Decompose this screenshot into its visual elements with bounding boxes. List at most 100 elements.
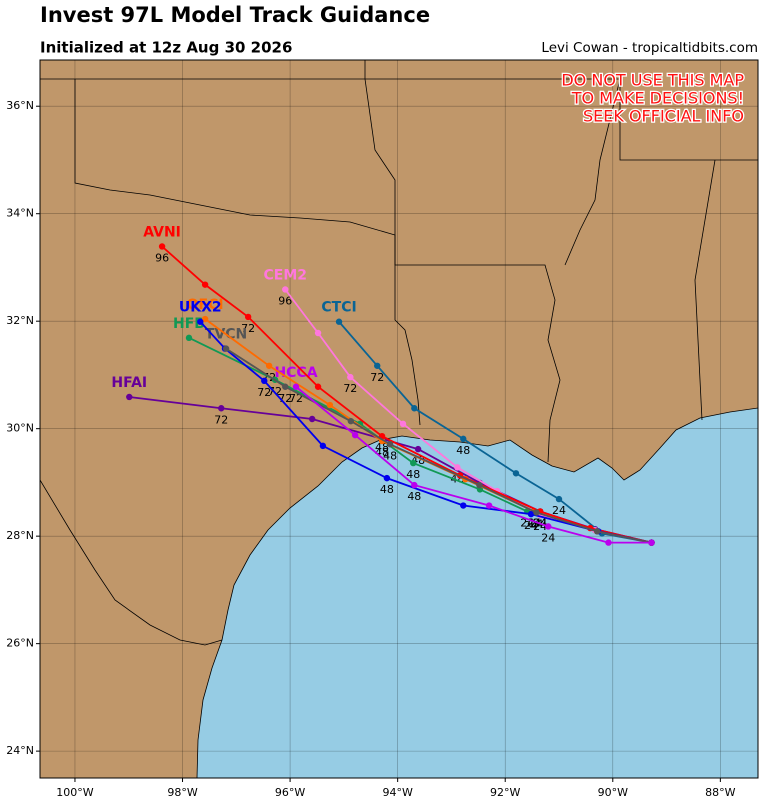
- forecast-hour-label: 48: [383, 449, 397, 462]
- track-point: [605, 539, 612, 546]
- x-tick-label: 92°W: [490, 786, 520, 799]
- forecast-hour-label: 72: [214, 413, 228, 426]
- track-point: [512, 470, 520, 477]
- track-point: [292, 383, 300, 390]
- track-point: [261, 377, 268, 385]
- chart-subtitle: Initialized at 12z Aug 30 2026: [40, 39, 292, 57]
- axes: 100°W 98°W 96°W 94°W 92°W 90°W 88°W 24°N 26°N 28°…: [6, 99, 735, 799]
- track-point: [319, 442, 327, 450]
- model-name: CTCI: [321, 300, 356, 316]
- track-point: [197, 318, 204, 325]
- track-point: [411, 481, 418, 489]
- track-line: [225, 347, 652, 544]
- warning-line: DO NOT USE THIS MAP: [561, 71, 744, 90]
- y-tick-label: 32°N: [6, 314, 34, 327]
- track-point: [460, 435, 467, 443]
- credit: Levi Cowan - tropicaltidbits.com: [541, 40, 758, 56]
- tracks: 244872HFAI244872HFB244872CTCI24487296CEM…: [111, 224, 655, 546]
- forecast-hour-label: 72: [241, 322, 255, 335]
- track-point: [460, 502, 467, 509]
- track-point: [383, 474, 391, 482]
- forecast-hour-label: 24: [541, 531, 555, 544]
- track-point: [218, 405, 225, 412]
- track-point: [414, 445, 422, 453]
- model-labels: 244872HFAI244872HFB244872CTCI24487296CEM…: [111, 224, 566, 544]
- track-point: [527, 510, 535, 518]
- x-tick-label: 100°W: [56, 786, 93, 799]
- x-tick-label: 94°W: [382, 786, 412, 799]
- model-name: UKX2: [179, 300, 222, 316]
- track-point: [410, 459, 417, 467]
- track-point: [314, 329, 322, 337]
- track-point: [335, 318, 343, 325]
- model-name: OFCI: [187, 297, 224, 313]
- track-point: [386, 441, 394, 448]
- track-point: [185, 334, 193, 342]
- y-tick-label: 30°N: [6, 422, 34, 435]
- track-point: [351, 431, 359, 439]
- map: 244872HFAI244872HFB244872CTCI24487296CEM…: [40, 60, 758, 778]
- forecast-hour-label: 96: [155, 251, 169, 264]
- warning-line: SEEK OFFICIAL INFO: [583, 107, 744, 126]
- x-tick-label: 90°W: [598, 786, 628, 799]
- track-point: [222, 345, 230, 352]
- track-point: [399, 420, 407, 428]
- track-point: [347, 417, 355, 425]
- track-point: [282, 286, 289, 293]
- forecast-hour-label: 48: [380, 483, 394, 496]
- track-point: [326, 401, 334, 409]
- warning-line: TO MAKE DECISIONS!: [571, 89, 744, 108]
- chart-title: Invest 97L Model Track Guidance: [40, 3, 430, 27]
- state-border: [365, 78, 758, 421]
- track-point: [244, 313, 252, 321]
- track-point: [476, 481, 483, 489]
- forecast-hour-label: 72: [370, 371, 384, 384]
- y-tick-label: 36°N: [6, 99, 34, 112]
- forecast-hour-label: 72: [257, 386, 271, 399]
- forecast-hour-label: 48: [406, 468, 420, 481]
- forecast-hour-label: 48: [456, 444, 470, 457]
- track-point: [593, 528, 601, 535]
- track-point: [545, 523, 552, 530]
- x-tick-label: 96°W: [275, 786, 305, 799]
- state-border: [364, 60, 561, 463]
- model-name: AVNI: [143, 224, 181, 240]
- x-tick-label: 98°W: [167, 786, 197, 799]
- forecast-hour-label: 24: [552, 504, 566, 517]
- y-tick-label: 24°N: [6, 744, 34, 757]
- track-point: [201, 315, 209, 323]
- forecast-hour-label: 48: [375, 441, 389, 454]
- track-point: [374, 362, 381, 369]
- y-tick-label: 34°N: [6, 207, 34, 220]
- y-tick-label: 26°N: [6, 637, 34, 650]
- track-point: [485, 502, 493, 509]
- forecast-hour-label: 96: [278, 294, 292, 307]
- track-point: [648, 539, 655, 546]
- country-border: [40, 479, 223, 646]
- track-point: [533, 509, 540, 516]
- track-point: [158, 243, 166, 250]
- track-point: [347, 373, 354, 381]
- track-point: [454, 464, 461, 471]
- forecast-hour-label: 48: [407, 490, 421, 503]
- track-point: [555, 495, 563, 503]
- x-tick-label: 88°W: [705, 786, 735, 799]
- track-point: [201, 281, 209, 288]
- model-name: HFAI: [111, 375, 147, 391]
- track-point: [265, 362, 273, 369]
- forecast-hour-label: 72: [343, 382, 357, 395]
- map-frame: [39, 59, 759, 779]
- model-track: [292, 383, 655, 546]
- state-border: [40, 78, 421, 426]
- y-tick-label: 28°N: [6, 529, 34, 542]
- track-point: [314, 383, 322, 390]
- graticule: [40, 60, 758, 778]
- track-point: [126, 393, 133, 401]
- track-point: [411, 405, 418, 412]
- track-point: [308, 415, 316, 423]
- gulf-water: [196, 407, 758, 778]
- model-name: CEM2: [263, 267, 307, 283]
